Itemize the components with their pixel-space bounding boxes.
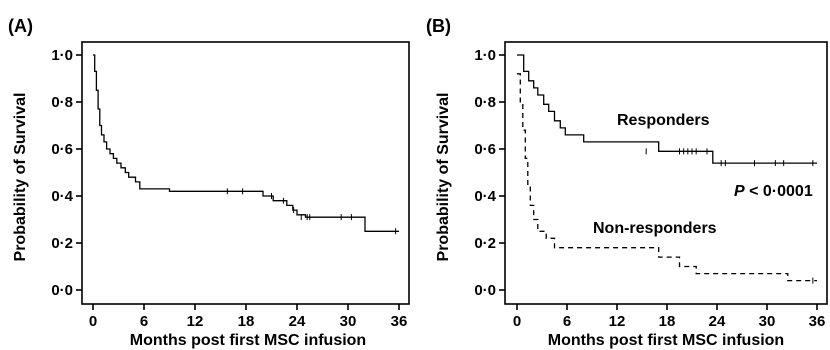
y-tick-label: 0·6 bbox=[51, 141, 73, 158]
y-tick-label: 0·8 bbox=[474, 94, 496, 111]
panel-b-label: (B) bbox=[426, 16, 451, 36]
y-tick-label: 0·8 bbox=[51, 94, 73, 111]
panel-b: (B) Probability of Survival Months post … bbox=[426, 16, 828, 349]
responders-label: Responders bbox=[617, 112, 710, 129]
panel-a-y-ticks: 0·0 0·2 0·4 0·6 0·8 1·0 bbox=[51, 47, 82, 299]
y-tick-label: 0·0 bbox=[474, 282, 496, 299]
x-tick-label: 0 bbox=[513, 313, 521, 330]
p-value-symbol: P bbox=[734, 183, 745, 200]
y-tick-label: 0·6 bbox=[474, 141, 496, 158]
survival-curve-2 bbox=[517, 73, 817, 282]
x-tick-label: 18 bbox=[238, 313, 255, 330]
x-tick-label: 6 bbox=[563, 313, 571, 330]
y-tick-label: 0·0 bbox=[51, 282, 73, 299]
panel-b-y-axis-title: Probability of Survival bbox=[435, 93, 452, 262]
p-value-annotation: P < 0·0001 bbox=[734, 183, 813, 200]
x-tick-label: 12 bbox=[187, 313, 204, 330]
x-tick-label: 18 bbox=[659, 313, 676, 330]
y-tick-label: 0·4 bbox=[474, 188, 496, 205]
panel-b-series bbox=[517, 54, 817, 284]
panel-a-x-axis-title: Months post first MSC infusion bbox=[130, 332, 366, 349]
panel-b-x-axis-title: Months post first MSC infusion bbox=[548, 332, 784, 349]
y-tick-label: 0·2 bbox=[51, 235, 73, 252]
panel-a-series bbox=[93, 54, 399, 235]
x-tick-label: 36 bbox=[391, 313, 408, 330]
y-tick-label: 0·2 bbox=[474, 235, 496, 252]
x-tick-label: 12 bbox=[609, 313, 626, 330]
survival-curve-1 bbox=[517, 54, 817, 164]
panel-b-x-ticks: 0 6 12 18 24 30 36 bbox=[513, 304, 826, 330]
panel-a-label: (A) bbox=[8, 16, 33, 36]
panel-a: (A) Probability of Survival Months post … bbox=[8, 16, 410, 349]
panel-b-frame bbox=[504, 41, 828, 305]
x-tick-label: 24 bbox=[289, 313, 306, 330]
p-value-text: < 0·0001 bbox=[745, 183, 813, 200]
panel-a-y-axis-title: Probability of Survival bbox=[12, 93, 29, 262]
x-tick-label: 6 bbox=[140, 313, 148, 330]
non-responders-label: Non-responders bbox=[593, 220, 717, 237]
x-tick-label: 36 bbox=[809, 313, 826, 330]
x-tick-label: 24 bbox=[709, 313, 726, 330]
x-tick-label: 30 bbox=[340, 313, 357, 330]
panel-a-x-ticks: 0 6 12 18 24 30 36 bbox=[89, 304, 408, 330]
y-tick-label: 1·0 bbox=[474, 47, 496, 64]
survival-curve-1 bbox=[93, 54, 399, 232]
x-tick-label: 0 bbox=[89, 313, 97, 330]
panel-b-y-ticks: 0·0 0·2 0·4 0·6 0·8 1·0 bbox=[474, 47, 505, 299]
panel-a-frame bbox=[81, 41, 410, 305]
y-tick-label: 0·4 bbox=[51, 188, 73, 205]
y-tick-label: 1·0 bbox=[51, 47, 73, 64]
x-tick-label: 30 bbox=[759, 313, 776, 330]
